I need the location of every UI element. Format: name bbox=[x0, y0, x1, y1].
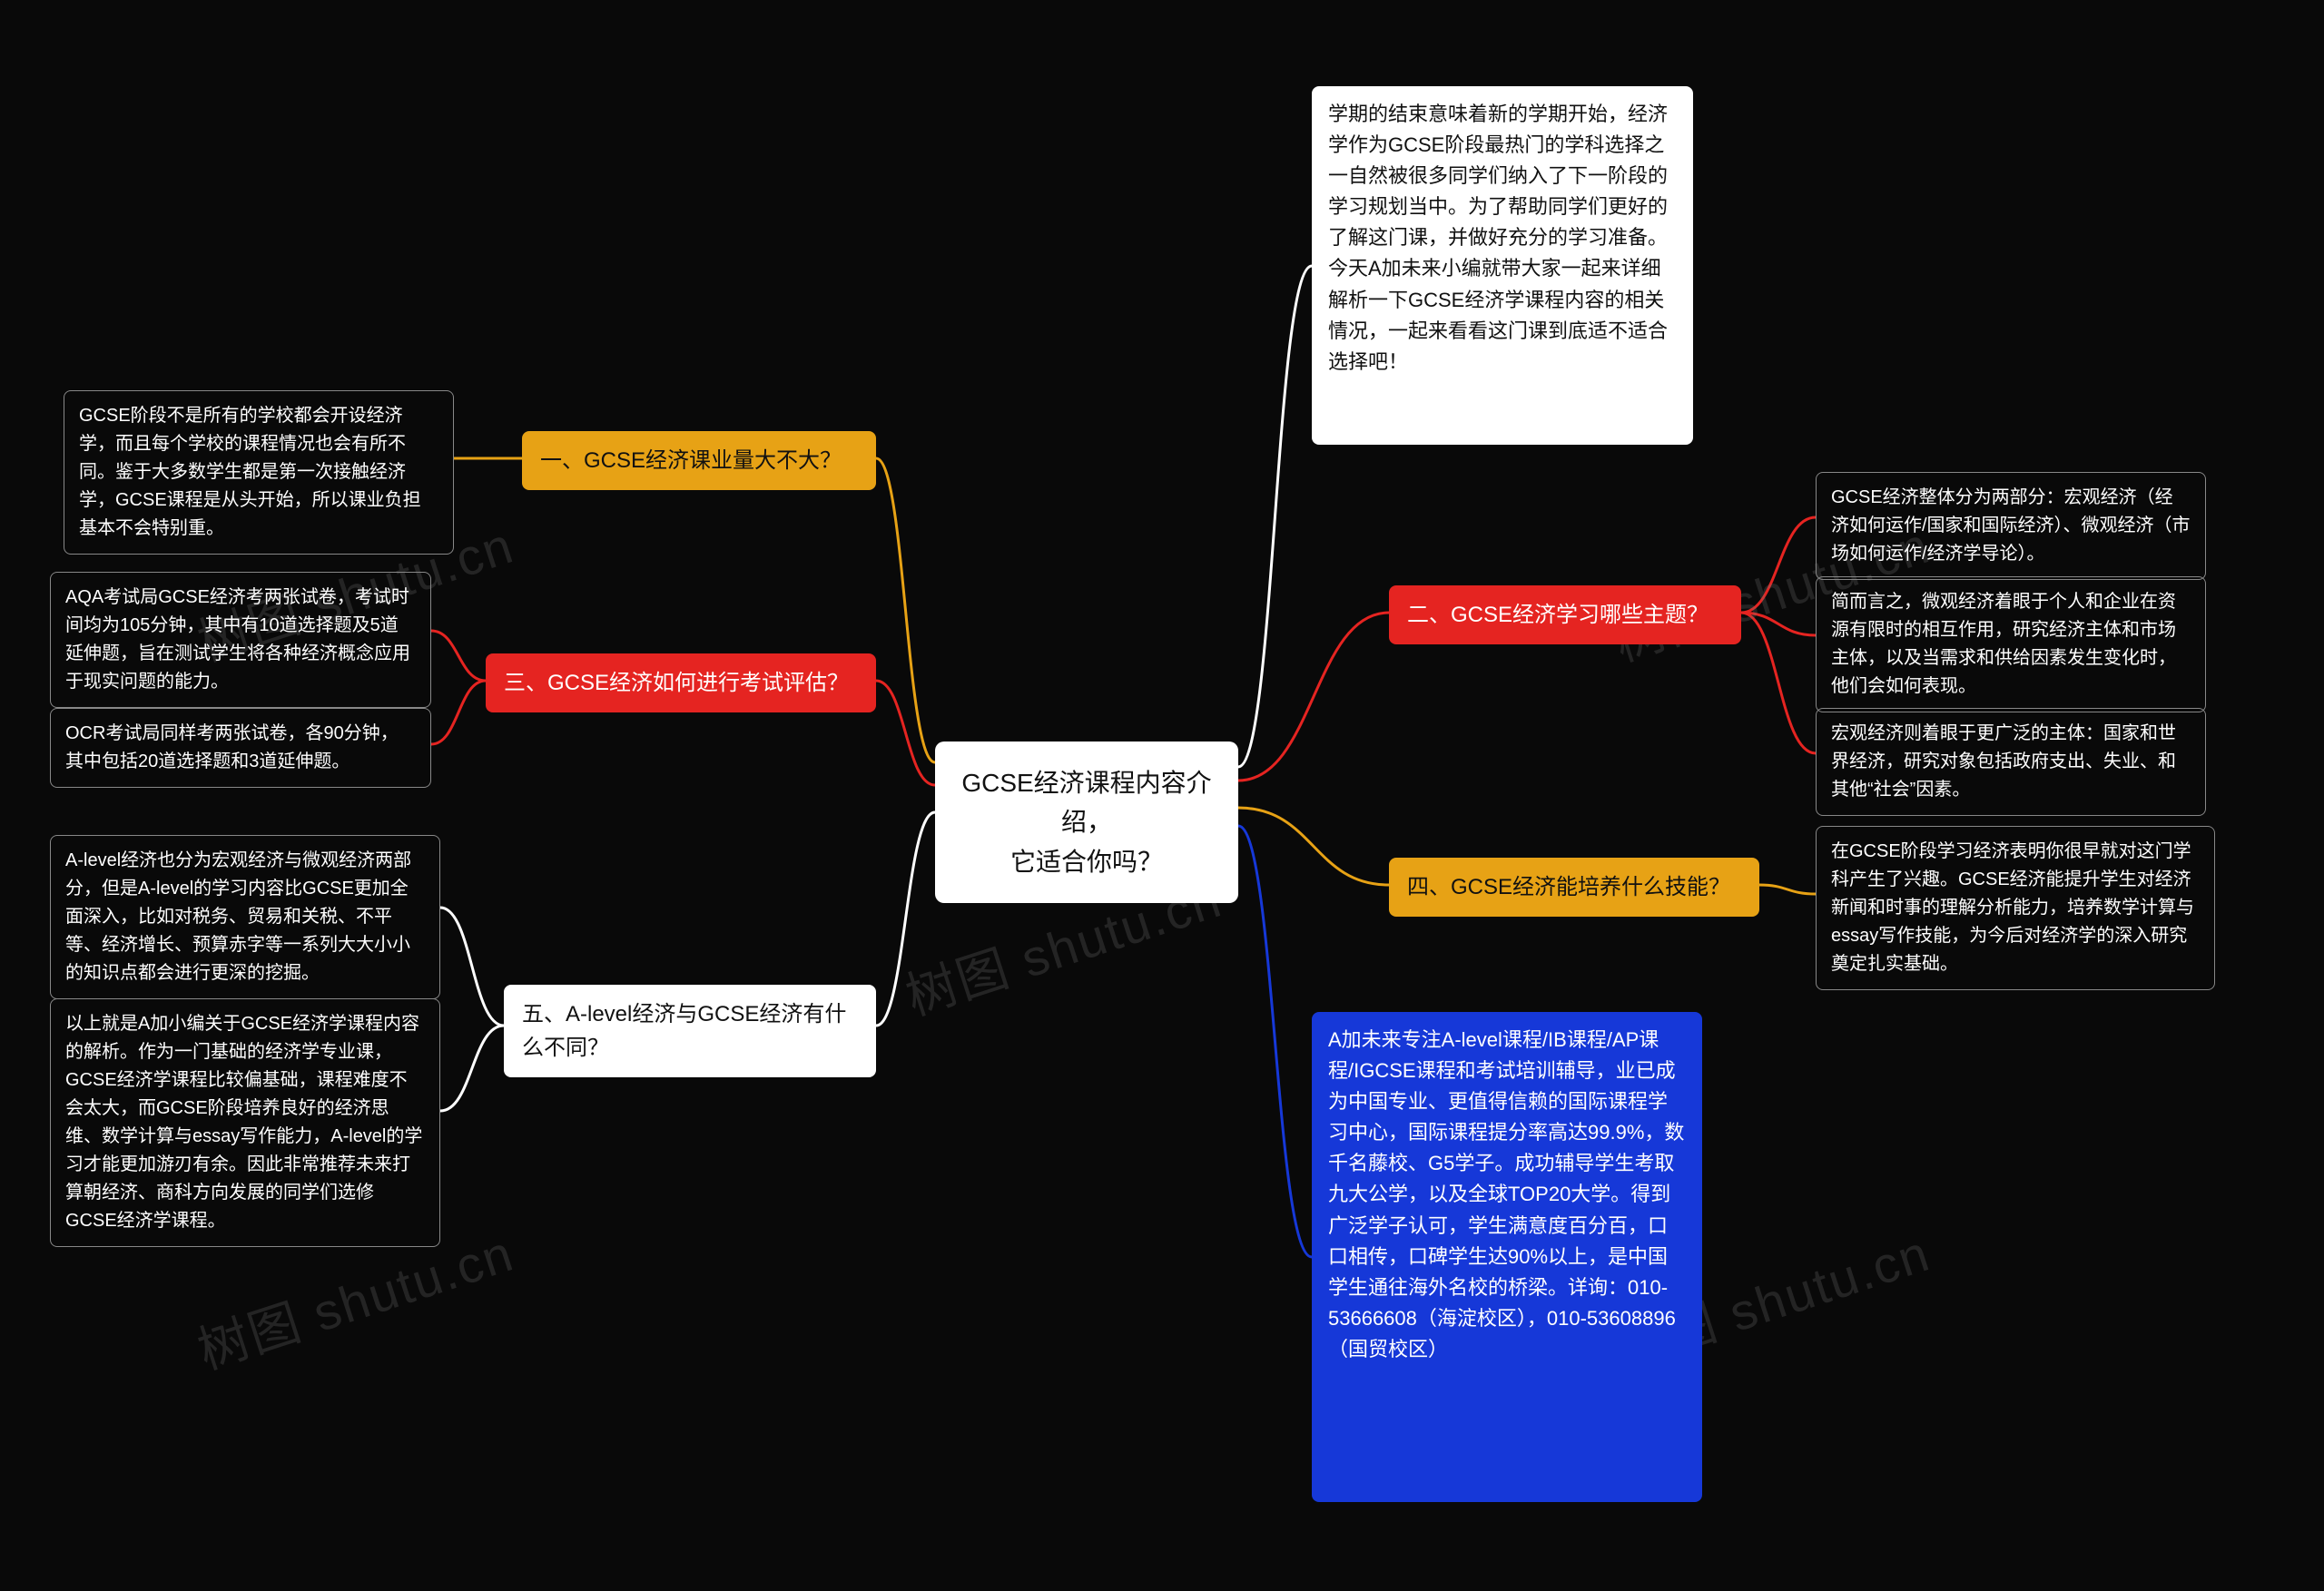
leaf-t5b: 以上就是A加小编关于GCSE经济学课程内容的解析。作为一门基础的经济学专业课，G… bbox=[50, 998, 440, 1247]
edge bbox=[1741, 613, 1816, 753]
leaf-t1a: GCSE阶段不是所有的学校都会开设经济学，而且每个学校的课程情况也会有所不同。鉴… bbox=[64, 390, 454, 555]
edge bbox=[440, 1026, 504, 1111]
edge bbox=[440, 908, 504, 1026]
edge bbox=[1741, 517, 1816, 613]
edge bbox=[1741, 613, 1816, 635]
leaf-t3a: AQA考试局GCSE经济考两张试卷，考试时间均为105分钟，其中有10道选择题及… bbox=[50, 572, 431, 708]
center-node: GCSE经济课程内容介绍， 它适合你吗？ bbox=[935, 741, 1238, 903]
leaf-t2b: 简而言之，微观经济着眼于个人和企业在资源有限时的相互作用，研究经济主体和市场主体… bbox=[1816, 576, 2206, 712]
leaf-t5a: A-level经济也分为宏观经济与微观经济两部分，但是A-level的学习内容比… bbox=[50, 835, 440, 999]
branch-topic5: 五、A-level经济与GCSE经济有什 么不同？ bbox=[504, 985, 876, 1077]
edge bbox=[431, 681, 486, 744]
edge bbox=[1238, 808, 1389, 885]
leaf-t4a: 在GCSE阶段学习经济表明你很早就对这门学科产生了兴趣。GCSE经济能提升学生对… bbox=[1816, 826, 2215, 990]
branch-topic3: 三、GCSE经济如何进行考试评估？ bbox=[486, 653, 876, 712]
edge bbox=[876, 812, 935, 1026]
edge bbox=[1238, 826, 1312, 1257]
branch-topic2: 二、GCSE经济学习哪些主题？ bbox=[1389, 585, 1741, 644]
edge bbox=[431, 631, 486, 681]
edge bbox=[1759, 885, 1816, 894]
leaf-t3b: OCR考试局同样考两张试卷，各90分钟，其中包括20道选择题和3道延伸题。 bbox=[50, 708, 431, 788]
edge bbox=[876, 458, 935, 762]
edge bbox=[1238, 266, 1312, 767]
mindmap-canvas: 树图 shutu.cn树图 shutu.cn树图 shutu.cn树图 shut… bbox=[0, 0, 2324, 1591]
leaf-t2c: 宏观经济则着眼于更广泛的主体：国家和世界经济，研究对象包括政府支出、失业、和其他… bbox=[1816, 708, 2206, 816]
edge bbox=[876, 681, 935, 785]
edge bbox=[1238, 613, 1389, 781]
branch-topic1: 一、GCSE经济课业量大不大？ bbox=[522, 431, 876, 490]
leaf-intro: 学期的结束意味着新的学期开始，经济学作为GCSE阶段最热门的学科选择之一自然被很… bbox=[1312, 86, 1693, 445]
leaf-promo: A加未来专注A-level课程/IB课程/AP课程/IGCSE课程和考试培训辅导… bbox=[1312, 1012, 1702, 1502]
leaf-t2a: GCSE经济整体分为两部分：宏观经济（经济如何运作/国家和国际经济）、微观经济（… bbox=[1816, 472, 2206, 580]
branch-topic4: 四、GCSE经济能培养什么技能？ bbox=[1389, 858, 1759, 917]
